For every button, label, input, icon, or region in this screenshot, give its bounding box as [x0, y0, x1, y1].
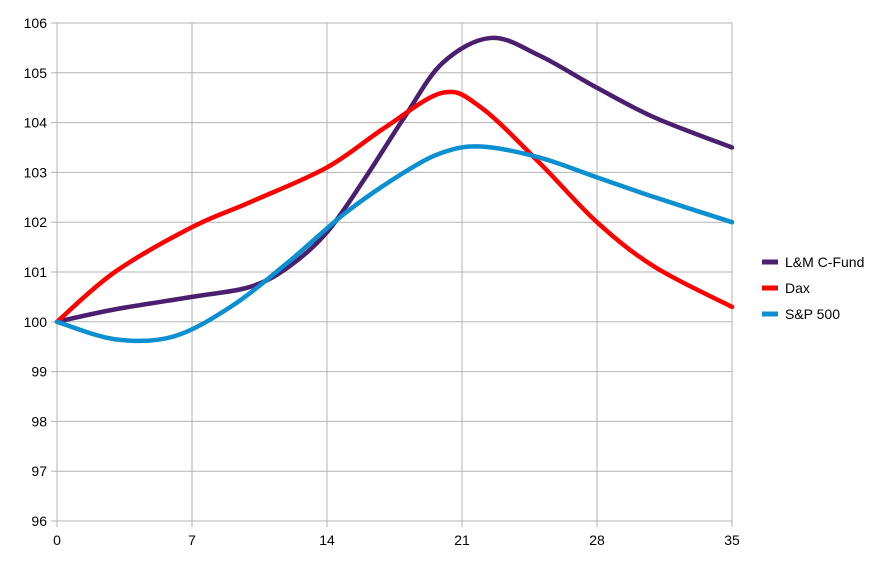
- y-tick-label: 98: [31, 413, 47, 429]
- y-tick-label: 97: [31, 463, 47, 479]
- series-line-2: [54, 144, 735, 344]
- y-tick-label: 105: [24, 65, 48, 81]
- y-tick-label: 106: [24, 15, 48, 31]
- x-tick-label: 7: [188, 532, 196, 548]
- y-tick-label: 96: [31, 513, 47, 529]
- legend-label: L&M C-Fund: [785, 254, 864, 270]
- x-tick-label: 28: [589, 532, 605, 548]
- series-lines: [54, 35, 735, 344]
- y-tick-label: 101: [24, 264, 48, 280]
- series-line-0: [54, 35, 735, 325]
- x-tick-labels: 0 7 14 21 28 35: [53, 532, 740, 548]
- y-tick-label: 102: [24, 214, 48, 230]
- legend-label: S&P 500: [785, 306, 840, 322]
- x-tick-label: 35: [724, 532, 740, 548]
- y-tick-label: 99: [31, 364, 47, 380]
- x-tick-label: 21: [454, 532, 470, 548]
- axes: [51, 22, 733, 527]
- y-tick-label: 104: [24, 115, 48, 131]
- series-line-1: [54, 89, 735, 325]
- x-tick-label: 0: [53, 532, 61, 548]
- legend-label: Dax: [785, 280, 810, 296]
- y-tick-labels: 96 97 98 99 100 101 102 103 104 105 106: [24, 15, 48, 529]
- y-tick-label: 103: [24, 164, 48, 180]
- legend: L&M C-Fund Dax S&P 500: [762, 254, 864, 322]
- x-tick-label: 14: [319, 532, 335, 548]
- y-tick-label: 100: [24, 314, 48, 330]
